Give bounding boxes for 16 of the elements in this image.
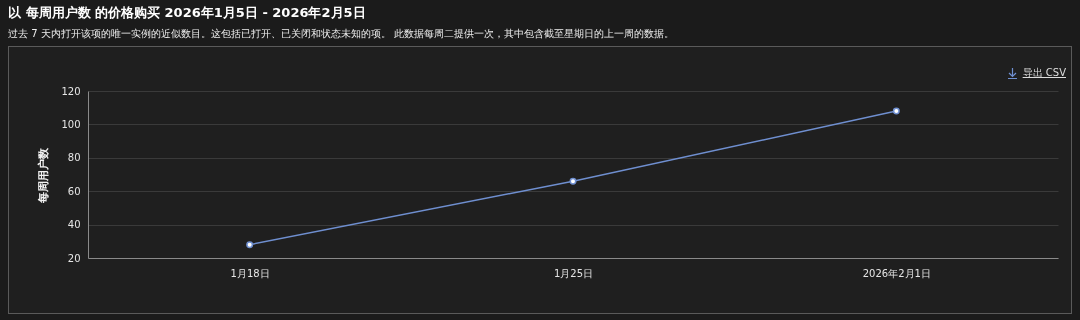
text: 导出 CSV (1022, 66, 1066, 80)
y-tick-label: 120 (61, 85, 81, 97)
y-tick-label: 60 (67, 185, 81, 197)
x-tick-label: 2026年2月1日 (862, 267, 931, 279)
chart-subtitle: 过去 7 天内打开该项的唯一实例的近似数目。这包括已打开、已关闭和状态未知的项。 此数据每周二提供一次，其中包含截至星期日的上一周的数据。 (8, 27, 674, 41)
y-tick-label: 100 (61, 118, 81, 130)
point (569, 177, 577, 185)
point (892, 107, 900, 115)
y-tick-label: 20 (67, 252, 81, 264)
y-tick-label: 40 (67, 219, 81, 231)
y-tick-label: 80 (67, 152, 81, 164)
point (246, 241, 254, 249)
y-axis-title: 每周用户数 (37, 146, 51, 204)
x-tick-label: 1月25日 (553, 267, 594, 279)
x-tick-label: 1月18日 (230, 267, 270, 279)
chart-title: 以 每周用户数 的价格购买 2026年1月5日 - 2026年2月5日 (8, 4, 366, 22)
